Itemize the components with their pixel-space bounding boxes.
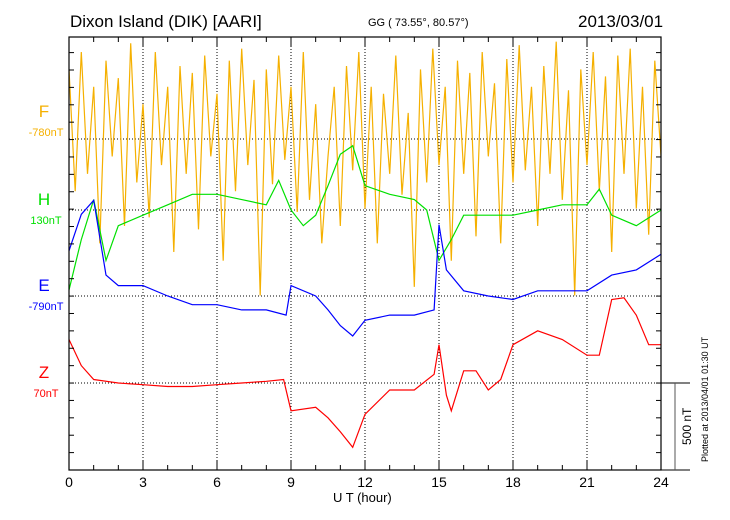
- x-tick-label: 15: [431, 474, 447, 490]
- coordinates: GG ( 73.55°, 80.57°): [368, 17, 469, 29]
- x-tick-label: 3: [139, 474, 147, 490]
- baseline-label-f: -780nT: [29, 127, 64, 139]
- series-e-line: [69, 198, 661, 337]
- component-label-e: E: [38, 276, 49, 295]
- x-tick-label: 9: [287, 474, 295, 490]
- baseline-label-e: -790nT: [29, 301, 64, 313]
- station-title: Dixon Island (DIK) [AARI]: [70, 12, 262, 31]
- component-label-f: F: [39, 102, 49, 121]
- date: 2013/03/01: [578, 12, 664, 31]
- component-label-z: Z: [39, 363, 49, 382]
- x-tick-label: 6: [213, 474, 221, 490]
- series-h-line: [69, 144, 661, 291]
- x-tick-label: 18: [505, 474, 521, 490]
- x-axis-label: U T (hour): [333, 490, 392, 505]
- baseline-label-z: 70nT: [33, 388, 58, 400]
- x-tick-label: 24: [653, 474, 669, 490]
- baseline-label-h: 130nT: [30, 215, 61, 227]
- component-label-h: H: [38, 190, 50, 209]
- x-tick-label: 21: [579, 474, 595, 490]
- series-z-line: [69, 297, 661, 449]
- series-f-line: [69, 41, 661, 296]
- x-tick-label: 12: [357, 474, 373, 490]
- x-tick-label: 0: [65, 474, 73, 490]
